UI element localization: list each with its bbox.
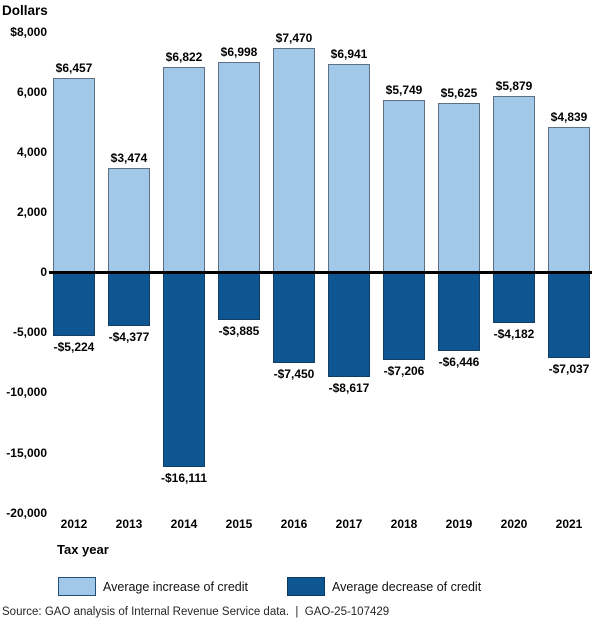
value-label-increase-2021: $4,839 xyxy=(550,109,588,124)
value-label-decrease-2018: -$7,206 xyxy=(383,363,425,378)
y-tick-4000: 4,000 xyxy=(16,145,47,159)
bar-decrease-2018 xyxy=(383,272,425,360)
x-tick-2019: 2019 xyxy=(445,517,473,531)
bar-increase-2019 xyxy=(438,103,480,272)
value-label-increase-2016: $7,470 xyxy=(275,30,313,45)
x-tick-2015: 2015 xyxy=(225,517,253,531)
bar-decrease-2020 xyxy=(493,272,535,324)
source-note: Source: GAO analysis of Internal Revenue… xyxy=(2,606,390,618)
bar-increase-2018 xyxy=(383,99,425,272)
bar-increase-2020 xyxy=(493,95,535,272)
value-label-decrease-2014: -$16,111 xyxy=(160,470,208,485)
x-tick-2012: 2012 xyxy=(60,517,88,531)
bar-decrease-2019 xyxy=(438,272,480,351)
legend-label-decrease: Average decrease of credit xyxy=(332,580,482,594)
value-label-decrease-2016: -$7,450 xyxy=(273,366,315,381)
y-tick--5000: -5,000 xyxy=(12,325,47,340)
value-label-increase-2018: $5,749 xyxy=(385,82,423,97)
y-tick-0: 0 xyxy=(40,265,47,279)
bar-decrease-2017 xyxy=(328,272,370,377)
y-tick-2000: 2,000 xyxy=(16,205,47,219)
bar-decrease-2014 xyxy=(163,272,205,467)
bar-decrease-2013 xyxy=(108,272,150,326)
value-label-decrease-2020: -$4,182 xyxy=(493,327,535,342)
value-label-decrease-2015: -$3,885 xyxy=(218,323,260,338)
y-tick--10000: -10,000 xyxy=(6,385,47,400)
bar-decrease-2021 xyxy=(548,272,590,358)
bar-increase-2015 xyxy=(218,62,260,272)
y-tick--20000: -20,000 xyxy=(6,505,47,520)
x-tick-2016: 2016 xyxy=(280,517,308,531)
value-label-decrease-2019: -$6,446 xyxy=(438,354,480,369)
legend-label-increase: Average increase of credit xyxy=(103,580,248,594)
legend-swatch-decrease xyxy=(287,577,325,596)
y-tick-6000: 6,000 xyxy=(16,85,47,99)
x-tick-2013: 2013 xyxy=(115,517,143,531)
y-axis-units-label: Dollars xyxy=(2,3,48,18)
legend-swatch-increase xyxy=(58,577,96,596)
bar-decrease-2015 xyxy=(218,272,260,320)
x-axis-title: Tax year xyxy=(57,542,109,557)
value-label-increase-2014: $6,822 xyxy=(165,50,203,65)
value-label-decrease-2017: -$8,617 xyxy=(328,380,370,395)
value-label-increase-2019: $5,625 xyxy=(440,86,478,101)
bar-increase-2016 xyxy=(273,47,315,272)
y-tick--15000: -15,000 xyxy=(6,445,47,460)
value-label-increase-2017: $6,941 xyxy=(330,46,368,61)
bar-decrease-2016 xyxy=(273,272,315,363)
bar-increase-2012 xyxy=(53,78,95,272)
x-tick-2020: 2020 xyxy=(500,517,528,531)
value-label-increase-2013: $3,474 xyxy=(110,150,148,165)
value-label-increase-2012: $6,457 xyxy=(55,61,93,76)
value-label-decrease-2013: -$4,377 xyxy=(108,329,150,344)
x-tick-2018: 2018 xyxy=(390,517,418,531)
y-tick-8000: $8,000 xyxy=(10,25,47,39)
value-label-decrease-2012: -$5,224 xyxy=(53,339,95,354)
x-tick-2014: 2014 xyxy=(170,517,198,531)
bar-decrease-2012 xyxy=(53,272,95,336)
value-label-increase-2015: $6,998 xyxy=(220,45,258,60)
bar-increase-2021 xyxy=(548,126,590,272)
x-tick-2021: 2021 xyxy=(555,517,583,531)
value-label-increase-2020: $5,879 xyxy=(495,78,533,93)
bar-increase-2014 xyxy=(163,67,205,272)
value-label-decrease-2021: -$7,037 xyxy=(548,361,590,376)
bar-increase-2017 xyxy=(328,63,370,272)
bar-increase-2013 xyxy=(108,167,150,272)
x-tick-2017: 2017 xyxy=(335,517,363,531)
zero-axis-line xyxy=(49,271,592,274)
